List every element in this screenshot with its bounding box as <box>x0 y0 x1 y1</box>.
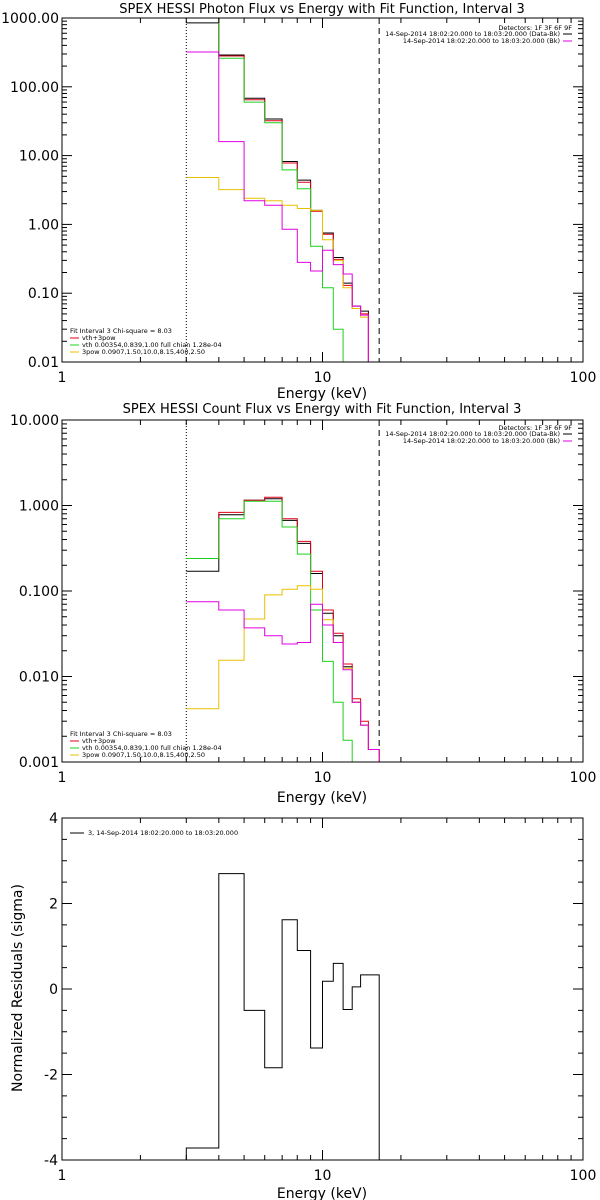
y-axis-label: Normalized Residuals (sigma) <box>10 884 26 1092</box>
axes-frame <box>61 17 584 363</box>
legend-label-vth3pow: vth+3pow <box>82 334 116 342</box>
y-tick-label: 0.100 <box>19 584 59 600</box>
x-axis-label: Energy (keV) <box>277 1186 367 1200</box>
legend-label-3pow: 3pow 0.0907,1.50,10.0,8.15,400,2.50 <box>82 348 205 356</box>
residual-legend-label: 3, 14-Sep-2014 18:02:20.000 to 18:03:20.… <box>88 829 238 837</box>
y-tick-label: 10.000 <box>10 413 59 429</box>
photon-flux-panel: SPEX HESSI Photon Flux vs Energy with Fi… <box>1 2 597 402</box>
y-tick-label: 0.01 <box>28 355 59 371</box>
chart-title: SPEX HESSI Photon Flux vs Energy with Fi… <box>119 2 525 17</box>
y-tick-label: 100.00 <box>10 80 59 96</box>
detectors-label: Detectors: 1F 3F 6F 9F <box>498 424 572 432</box>
x-tick-label: 100 <box>570 770 597 786</box>
series-line-2 <box>186 500 353 762</box>
bk-time-label: 14-Sep-2014 18:02:20.000 to 18:03:20.000… <box>403 437 560 445</box>
legend-label-vth3pow: vth+3pow <box>82 737 116 745</box>
x-axis-label: Energy (keV) <box>277 386 367 402</box>
fit-interval-label: Fit Interval 3 Chi-square = 8.03 <box>70 327 172 335</box>
series-line-1 <box>186 496 389 762</box>
y-tick-label: 0.010 <box>19 670 59 686</box>
plot-area <box>185 420 389 762</box>
series-line-0 <box>186 498 389 762</box>
count-flux-panel: SPEX HESSI Count Flux vs Energy with Fit… <box>10 402 597 806</box>
y-tick-label: 0.001 <box>19 755 59 771</box>
legend-label-3pow: 3pow 0.0907,1.50,10.0,8.15,400,2.50 <box>82 751 205 759</box>
y-tick-label: 10.00 <box>19 149 59 165</box>
series-line-1 <box>186 18 369 362</box>
y-tick-label: -2 <box>44 1068 58 1084</box>
series-line-3 <box>186 585 389 762</box>
x-tick-label: 100 <box>570 370 597 386</box>
bk-time-label: 14-Sep-2014 18:02:20.000 to 18:03:20.000… <box>403 37 560 45</box>
series-line-0 <box>185 873 380 1160</box>
series-line-2 <box>186 18 344 362</box>
plot-area <box>185 18 380 362</box>
legend-label-vth: vth 0.00354,0.839,1.00 full chian 1.28e-… <box>82 744 222 752</box>
x-tick-label: 1 <box>58 770 67 786</box>
detectors-label: Detectors: 1F 3F 6F 9F <box>498 24 572 32</box>
series-line-4 <box>186 601 389 762</box>
fit-interval-label: Fit Interval 3 Chi-square = 8.03 <box>70 730 172 738</box>
legend-label-vth: vth 0.00354,0.839,1.00 full chian 1.28e-… <box>82 341 222 349</box>
series-line-0 <box>186 22 369 362</box>
data-bk-time-label: 14-Sep-2014 18:02:20.000 to 18:03:20.000… <box>385 430 560 438</box>
residuals-panel: Energy (keV) Normalized Residuals (sigma… <box>10 811 596 1200</box>
x-tick-label: 1 <box>58 370 67 386</box>
x-axis-label: Energy (keV) <box>277 790 367 806</box>
x-tick-label: 10 <box>314 770 332 786</box>
x-tick-label: 1 <box>58 1168 67 1184</box>
y-tick-label: 0.10 <box>28 286 59 302</box>
y-tick-label: 2 <box>49 897 58 913</box>
series-line-3 <box>186 177 369 362</box>
series-line-4 <box>186 51 369 362</box>
x-tick-label: 10 <box>314 370 332 386</box>
y-tick-label: 1000.00 <box>1 11 59 27</box>
data-bk-time-label: 14-Sep-2014 18:02:20.000 to 18:03:20.000… <box>385 30 560 38</box>
y-tick-label: 1.000 <box>19 499 59 515</box>
y-tick-label: -4 <box>44 1153 58 1169</box>
y-tick-label: 4 <box>49 811 58 827</box>
plot-area <box>185 873 380 1160</box>
x-tick-label: 100 <box>570 1168 597 1184</box>
y-tick-label: 0 <box>49 982 58 998</box>
y-tick-label: 1.00 <box>28 217 59 233</box>
x-tick-label: 10 <box>314 1168 332 1184</box>
chart-title: SPEX HESSI Count Flux vs Energy with Fit… <box>123 402 522 417</box>
